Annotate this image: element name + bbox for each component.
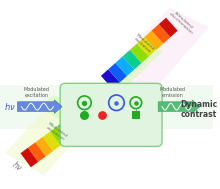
Point xyxy=(83,101,86,104)
Polygon shape xyxy=(108,63,127,82)
Point xyxy=(115,101,118,104)
Polygon shape xyxy=(102,8,209,95)
Polygon shape xyxy=(0,85,213,129)
Polygon shape xyxy=(137,37,156,57)
Text: $h\nu$: $h\nu$ xyxy=(10,158,25,174)
Polygon shape xyxy=(116,57,134,76)
Polygon shape xyxy=(35,137,53,156)
Text: Dynamic
contrast: Dynamic contrast xyxy=(180,100,218,119)
Point xyxy=(83,114,86,117)
Text: Modulated
excitation: Modulated excitation xyxy=(24,87,50,98)
Polygon shape xyxy=(65,115,82,135)
Polygon shape xyxy=(123,50,141,70)
Text: Modulated
emission: Modulated emission xyxy=(160,87,186,98)
Polygon shape xyxy=(130,43,149,63)
Polygon shape xyxy=(144,31,163,50)
Polygon shape xyxy=(57,121,75,140)
Polygon shape xyxy=(28,142,46,162)
Polygon shape xyxy=(43,132,60,151)
FancyArrow shape xyxy=(158,100,200,113)
Polygon shape xyxy=(159,18,178,37)
Polygon shape xyxy=(105,40,163,96)
Polygon shape xyxy=(50,126,68,146)
Polygon shape xyxy=(5,90,102,176)
Text: $h\nu$: $h\nu$ xyxy=(4,101,16,112)
FancyBboxPatch shape xyxy=(60,83,162,146)
Text: Stimulated
discrimination: Stimulated discrimination xyxy=(168,9,197,36)
Polygon shape xyxy=(152,24,170,44)
Polygon shape xyxy=(39,95,92,129)
Polygon shape xyxy=(20,148,38,167)
FancyArrow shape xyxy=(17,100,62,113)
Polygon shape xyxy=(80,105,97,124)
Point xyxy=(100,114,104,117)
Point xyxy=(134,101,138,104)
FancyBboxPatch shape xyxy=(132,112,140,119)
Polygon shape xyxy=(101,69,120,89)
Text: Modulated
excitation: Modulated excitation xyxy=(44,122,68,142)
Text: Modulated
excitation: Modulated excitation xyxy=(132,33,155,55)
Polygon shape xyxy=(72,110,90,129)
